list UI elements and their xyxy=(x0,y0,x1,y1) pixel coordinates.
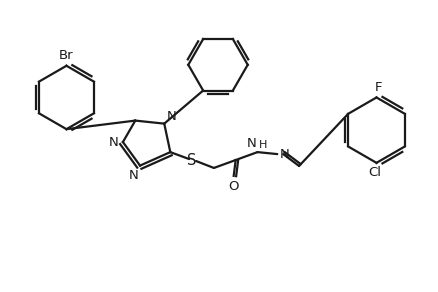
Text: N: N xyxy=(247,137,257,150)
Text: N: N xyxy=(279,147,289,161)
Text: Br: Br xyxy=(59,49,74,62)
Text: N: N xyxy=(109,135,119,149)
Text: N: N xyxy=(128,168,138,182)
Text: S: S xyxy=(187,152,197,168)
Text: H: H xyxy=(258,140,267,150)
Text: N: N xyxy=(167,110,177,123)
Text: F: F xyxy=(375,81,382,95)
Text: O: O xyxy=(229,180,239,193)
Text: Cl: Cl xyxy=(368,166,381,179)
